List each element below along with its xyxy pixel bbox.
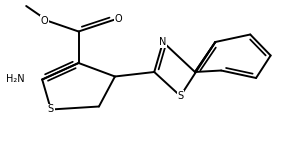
Text: O: O [40, 16, 48, 26]
Text: S: S [48, 105, 54, 114]
Text: S: S [177, 91, 184, 101]
Text: O: O [115, 15, 123, 24]
Text: H₂N: H₂N [6, 75, 24, 84]
Text: N: N [159, 37, 167, 47]
